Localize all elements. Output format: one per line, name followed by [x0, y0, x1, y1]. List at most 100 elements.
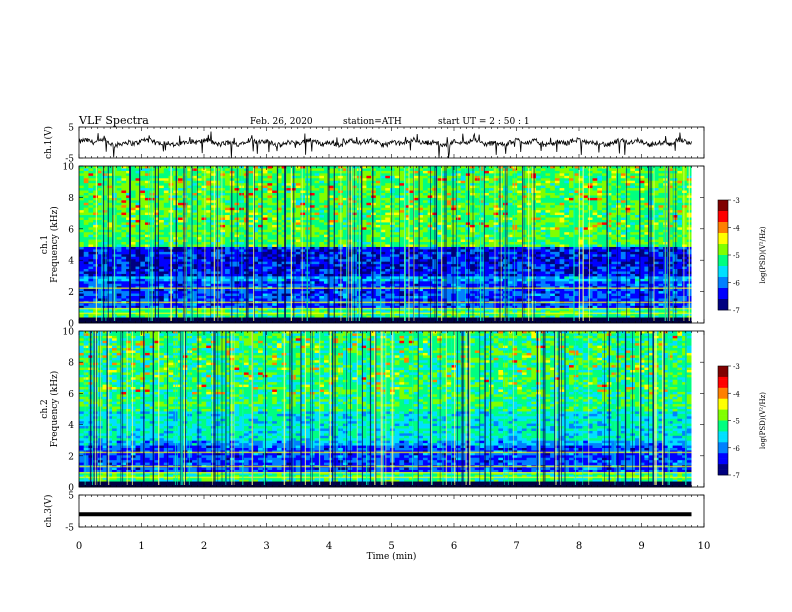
spectrogram-cell [569, 175, 575, 179]
spectrogram-cell [389, 222, 396, 226]
spectrogram-cell [644, 166, 650, 169]
spectrogram-cell [446, 239, 452, 243]
spectrogram-cell [540, 217, 546, 221]
spectrogram-cell [625, 242, 631, 245]
spectrogram-cell [300, 254, 306, 258]
spectrogram-cell [465, 242, 471, 245]
spectrogram-cell [564, 188, 570, 191]
spectrogram-cell [328, 212, 334, 216]
spectrogram-cell [371, 237, 377, 240]
spectrogram-cell [564, 192, 570, 196]
spectrogram-cell [300, 237, 306, 240]
spectrogram-cell [451, 229, 457, 233]
spectrogram-cell [606, 173, 612, 177]
spectrogram-cell [102, 246, 108, 250]
spectrogram-cell [309, 237, 315, 240]
spectrogram-cell [620, 195, 626, 199]
spectrogram-cell [554, 224, 560, 228]
spectrogram-cell [488, 195, 495, 199]
spectrogram-cell [140, 222, 146, 226]
spectrogram-cell [451, 219, 457, 223]
spectrogram-cell [83, 195, 89, 199]
spectrogram-cell [352, 222, 358, 226]
spectrogram-cell [154, 239, 160, 243]
spectrogram-cell [667, 222, 674, 226]
spectrogram-cell [375, 244, 381, 248]
spectrogram-cell [470, 202, 476, 206]
spectrogram-cell [201, 237, 207, 240]
spectrogram-cell [418, 242, 424, 245]
spectrogram-cell [324, 217, 330, 221]
spectrogram-cell [677, 205, 683, 209]
spectrogram-cell [583, 200, 589, 204]
spectrogram-cell [474, 188, 480, 191]
spectrogram-cell [324, 207, 330, 211]
spectrogram-cell [253, 242, 259, 245]
spectrogram-cell [597, 215, 603, 218]
spectrogram-cell [639, 200, 645, 204]
spectrogram-cell [479, 210, 485, 214]
spectrogram-cell [342, 254, 348, 258]
spectrogram-cell [465, 219, 471, 223]
spectrogram-cell [253, 217, 259, 221]
spectrogram-cell [130, 234, 136, 238]
spectrogram-cell [479, 215, 485, 218]
spectrogram-cell [437, 222, 443, 226]
spectrogram-cell [672, 205, 678, 209]
spectrogram-cell [206, 239, 212, 243]
spectrogram-cell [460, 254, 466, 258]
spectrogram-cell [192, 192, 198, 196]
spectrogram-cell [460, 183, 466, 187]
spectrogram-cell [286, 212, 292, 216]
spectrogram-cell [248, 224, 254, 228]
spectrogram-cell [479, 207, 485, 211]
spectrogram-cell [130, 237, 136, 240]
spectrogram-cell [201, 180, 207, 184]
spectrogram-cell [272, 173, 278, 177]
spectrogram-cell [564, 183, 570, 187]
spectrogram-cell [177, 207, 184, 211]
spectrogram-cell [352, 217, 358, 221]
spectrogram-cell [361, 251, 367, 255]
spectrogram-cell [455, 200, 462, 204]
spectrogram-cell [324, 254, 330, 258]
spectrogram-cell [328, 207, 334, 211]
spectrogram-cell [267, 197, 273, 201]
spectrogram-cell [295, 197, 301, 201]
spectrogram-cell [93, 224, 99, 228]
spectrogram-cell [493, 180, 499, 184]
spectrogram-cell [597, 222, 603, 226]
spectrogram-cell [342, 190, 348, 194]
spectrogram-cell [672, 222, 678, 226]
spectrogram-cell [578, 197, 584, 201]
spectrogram-cell [592, 227, 598, 231]
spectrogram-cell [399, 195, 405, 199]
spectrogram-cell [620, 170, 626, 174]
spectrogram-cell [418, 173, 424, 177]
spectrogram-cell [649, 183, 655, 187]
spectrogram-cell [413, 200, 419, 204]
spectrogram-cell [258, 249, 264, 253]
spectrogram-cell [592, 180, 598, 184]
spectrogram-cell [258, 202, 264, 206]
spectrogram-cell [389, 229, 396, 233]
spectrogram-cell [130, 168, 136, 172]
spectrogram-cell [220, 178, 226, 182]
spectrogram-cell [611, 232, 617, 236]
spectrogram-cell [154, 178, 160, 182]
spectrogram-cell [460, 168, 466, 172]
spectrogram-cell [380, 229, 386, 233]
spectrogram-cell [121, 170, 127, 174]
spectrogram-cell [248, 219, 254, 223]
spectrogram-cell [159, 246, 165, 250]
spectrogram-cell [540, 188, 546, 191]
spectrogram-cell [470, 242, 476, 245]
spectrogram-cell [201, 254, 207, 258]
spectrogram-cell [597, 185, 603, 189]
spectrogram-cell [437, 254, 443, 258]
spectrogram-cell [394, 254, 400, 258]
spectrogram-cell [451, 207, 457, 211]
spectrogram-cell [630, 207, 636, 211]
spectrogram-cell [366, 242, 372, 245]
spectrogram-cell [295, 239, 301, 243]
